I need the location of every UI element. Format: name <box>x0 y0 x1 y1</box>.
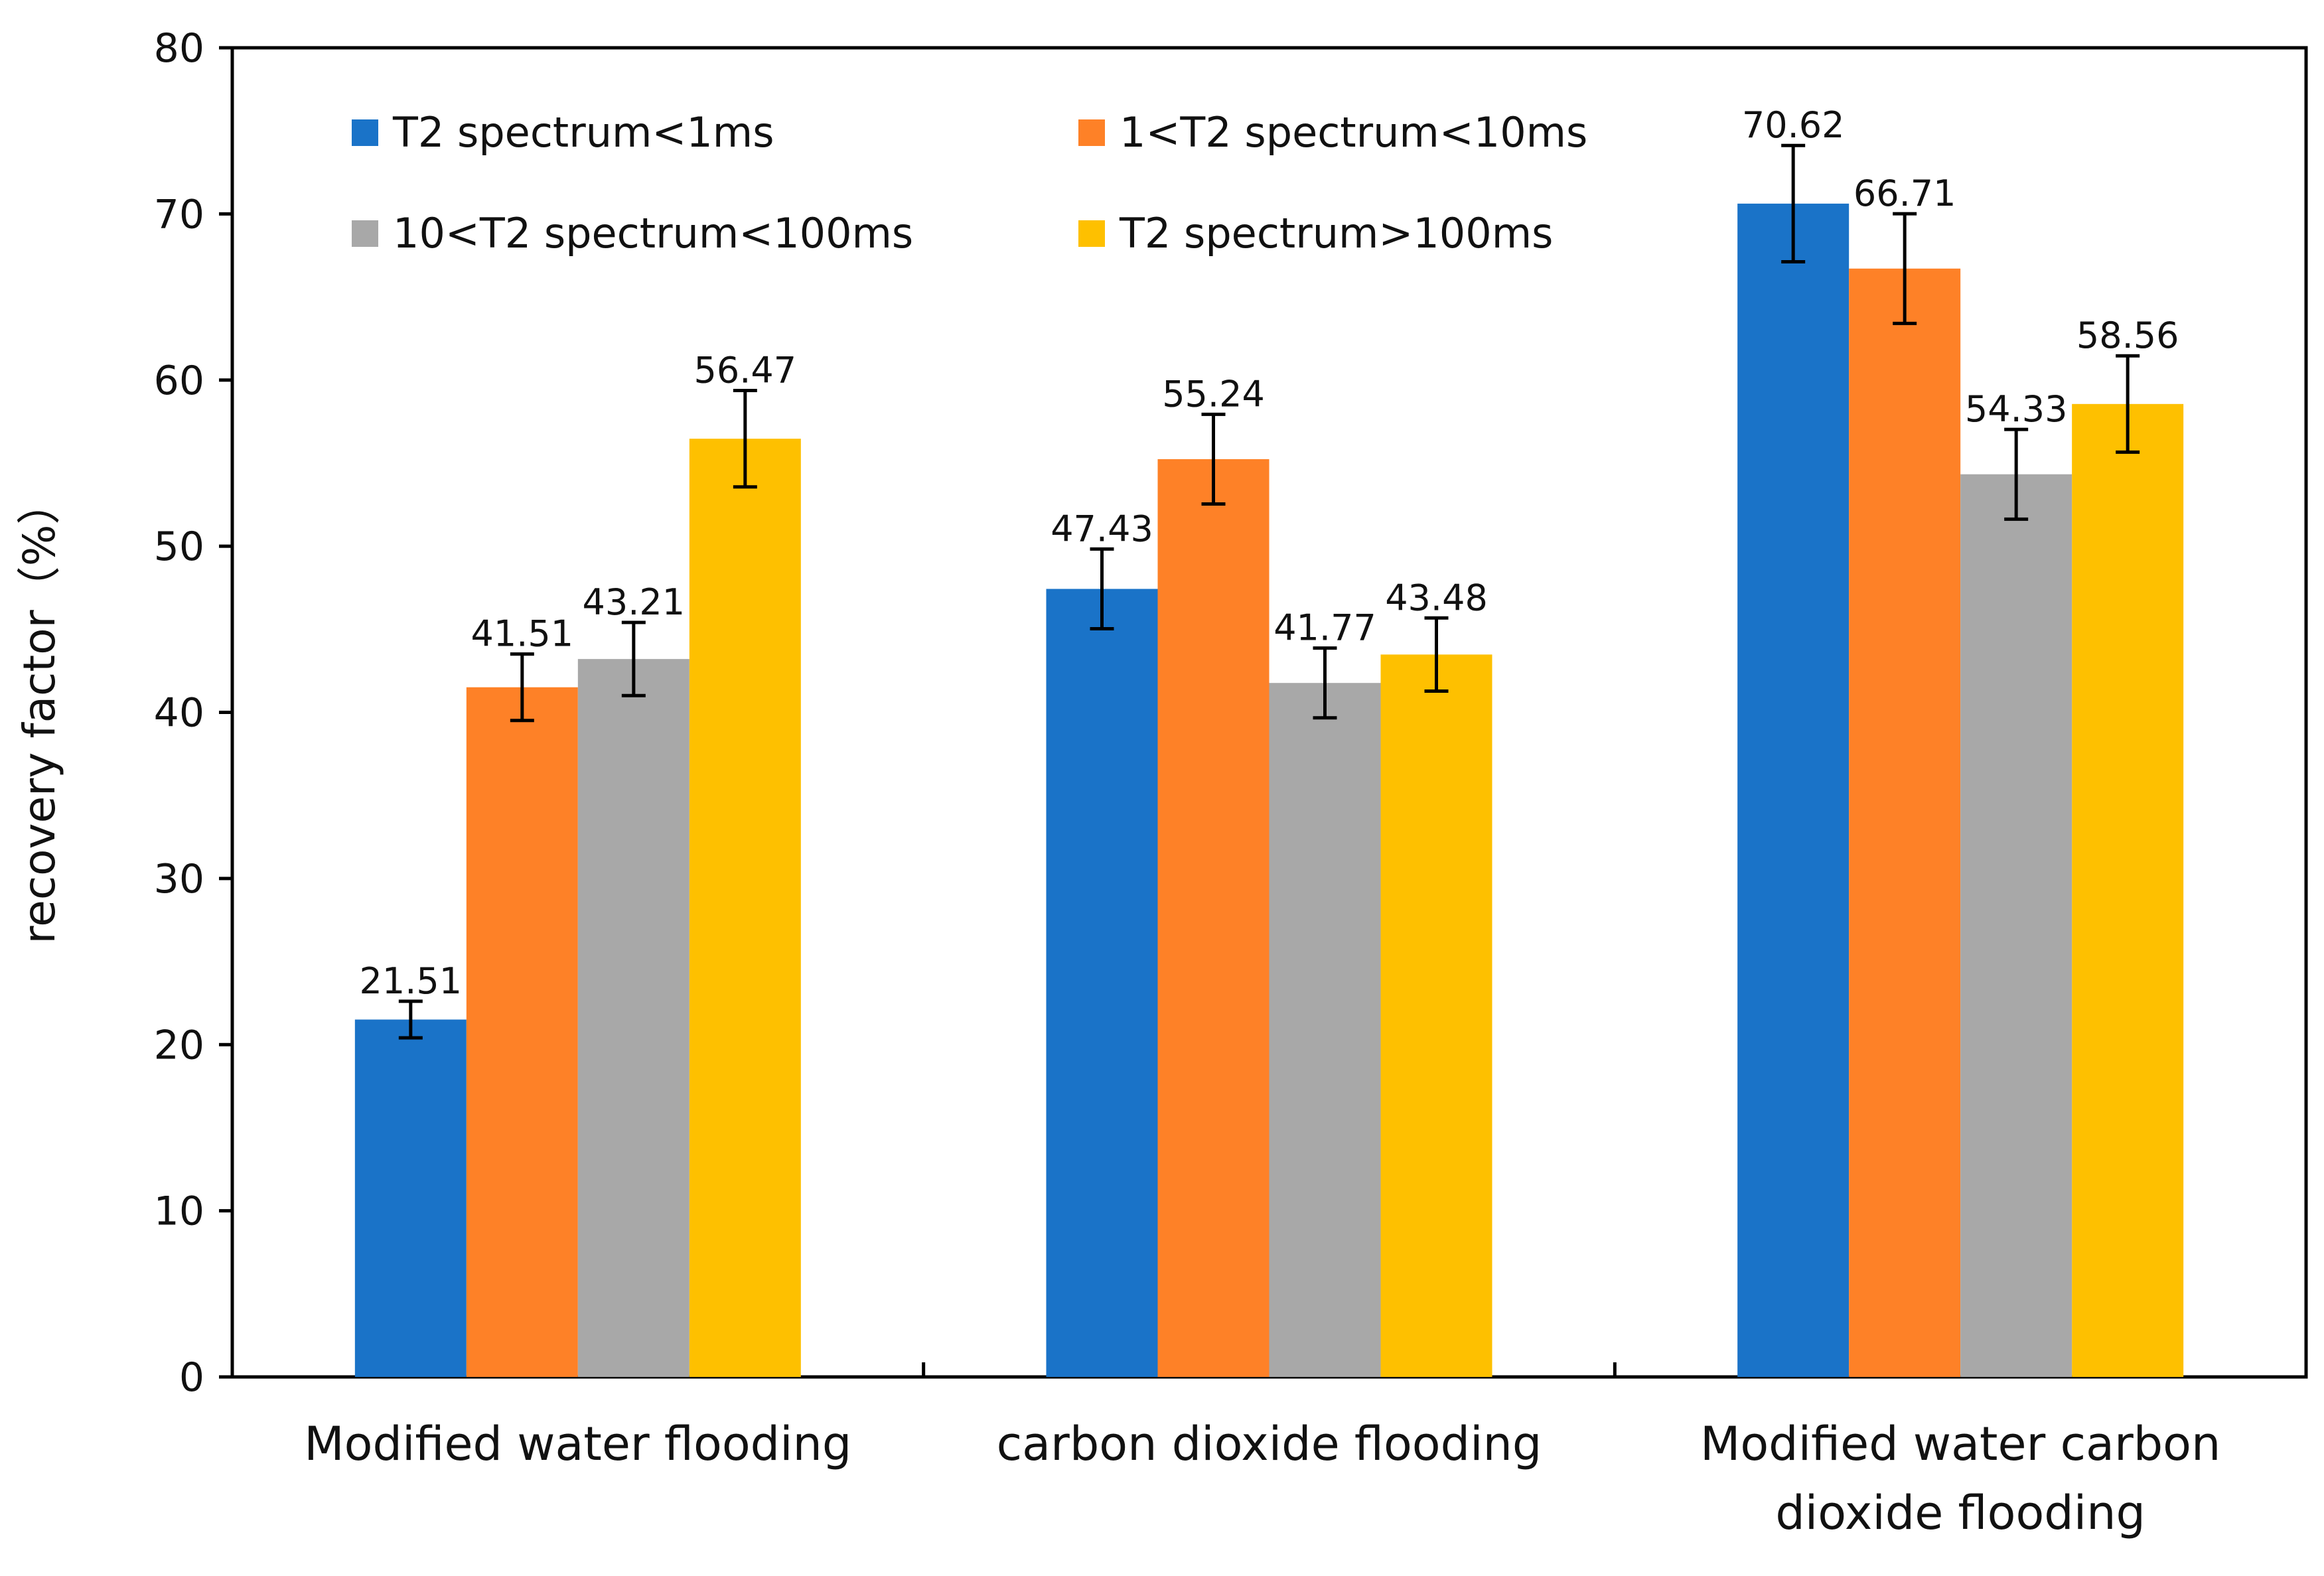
bar <box>577 659 690 1377</box>
y-tick-label: 50 <box>154 524 204 570</box>
x-category-label: carbon dioxide flooding <box>997 1417 1542 1471</box>
y-tick-label: 0 <box>179 1354 204 1401</box>
y-tick-label: 60 <box>154 358 204 404</box>
data-label: 43.48 <box>1385 577 1488 618</box>
data-label: 54.33 <box>1965 388 2068 430</box>
data-label: 47.43 <box>1051 508 1153 549</box>
data-label: 21.51 <box>360 960 463 1002</box>
data-label: 55.24 <box>1162 373 1265 415</box>
y-tick-label: 20 <box>154 1022 204 1068</box>
bar <box>466 687 578 1377</box>
x-category-label: Modified water flooding <box>304 1417 851 1471</box>
data-label: 56.47 <box>694 350 797 392</box>
y-tick-label: 70 <box>154 191 204 238</box>
data-label: 41.77 <box>1273 607 1376 649</box>
y-axis-title: recovery factor（%） <box>14 481 65 944</box>
bar <box>1737 203 1850 1377</box>
data-label: 70.62 <box>1742 104 1845 146</box>
bar <box>1269 683 1381 1377</box>
bar <box>1380 654 1492 1377</box>
x-category-label-line: carbon dioxide flooding <box>997 1417 1542 1471</box>
legend-swatch <box>352 220 378 247</box>
bar <box>354 1019 467 1377</box>
data-label: 58.56 <box>2076 315 2179 356</box>
y-tick-label: 10 <box>154 1188 204 1235</box>
bar <box>689 439 801 1378</box>
legend-label: 1<T2 spectrum<10ms <box>1120 108 1587 157</box>
bar <box>1960 474 2072 1377</box>
x-category-label-line: Modified water flooding <box>304 1417 851 1471</box>
legend-label: T2 spectrum>100ms <box>1119 209 1553 257</box>
x-category-label: Modified water carbon dioxide flooding <box>1700 1417 2220 1540</box>
bar <box>1849 268 1961 1377</box>
bar <box>2072 403 2184 1378</box>
y-tick-label: 30 <box>154 856 204 902</box>
bar <box>1046 589 1158 1377</box>
x-category-label-line: Modified water carbon <box>1700 1417 2220 1471</box>
bar <box>1157 459 1270 1378</box>
legend-label: 10<T2 spectrum<100ms <box>393 209 913 257</box>
data-label: 41.51 <box>471 613 574 655</box>
data-label: 43.21 <box>583 581 686 623</box>
legend-label: T2 spectrum<1ms <box>392 108 774 157</box>
legend-swatch <box>1078 220 1105 247</box>
y-tick-label: 40 <box>154 690 204 737</box>
plot-area: 0 10 20 30 40 50 60 70 80 recovery factor（%） 21.51… <box>14 25 2308 1540</box>
legend-swatch <box>352 119 378 146</box>
y-tick-label: 80 <box>154 25 204 72</box>
legend-swatch <box>1078 119 1105 146</box>
data-label: 66.71 <box>1853 173 1956 214</box>
x-category-label-line: dioxide flooding <box>1775 1486 2145 1540</box>
